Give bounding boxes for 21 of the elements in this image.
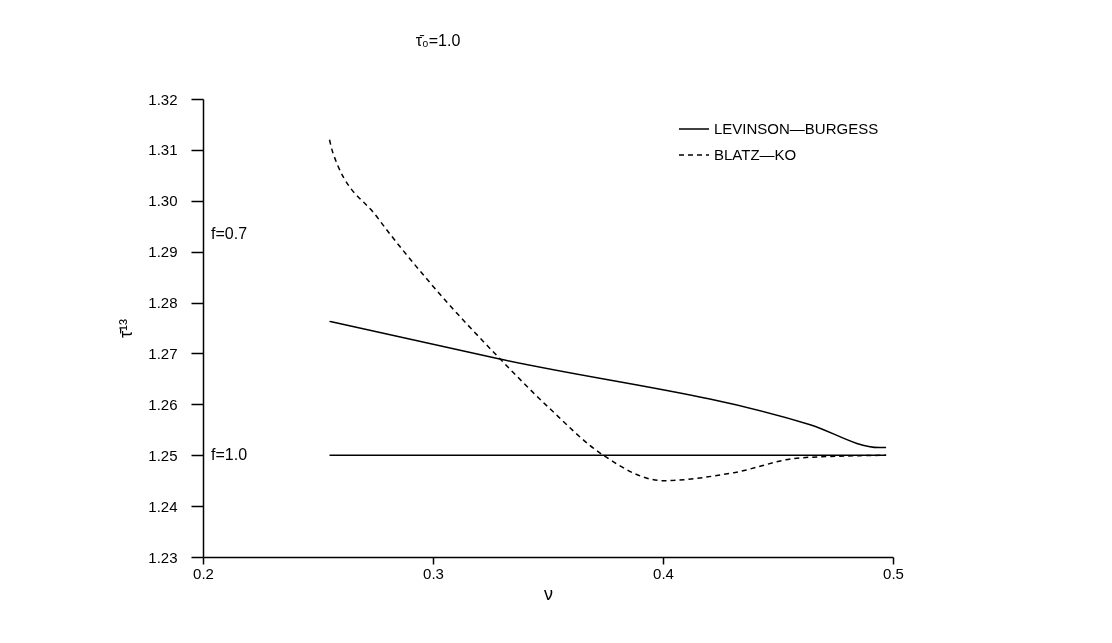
x-tick-label: 0.4 xyxy=(653,564,674,582)
text: τ̄₀=1.0 xyxy=(415,32,461,49)
legend-label: BLATZ—KO xyxy=(714,146,797,163)
y-tick-label: 1.26 xyxy=(148,395,178,413)
legend-label: LEVINSON—BURGESS xyxy=(714,120,879,137)
y-tick-label: 1.27 xyxy=(148,344,178,362)
y-tick-label: 1.24 xyxy=(148,497,178,515)
y-tick-label: 1.28 xyxy=(148,294,178,312)
x-tick-label: 0.3 xyxy=(423,564,444,582)
y-tick-label: 1.31 xyxy=(148,141,178,159)
annotation: f=1.0 xyxy=(211,446,248,463)
y-tick-label: 1.23 xyxy=(148,548,178,566)
y-tick-label: 1.30 xyxy=(148,192,178,210)
x-tick-label: 0.2 xyxy=(193,564,214,582)
y-tick-label: 1.25 xyxy=(148,446,178,464)
x-tick-label: 0.5 xyxy=(883,564,904,582)
y-tick-label: 1.29 xyxy=(148,243,178,261)
annotation: f=0.7 xyxy=(211,225,248,242)
y-axis-title: τ̄¹³ xyxy=(116,318,137,339)
y-tick-label: 1.32 xyxy=(148,90,178,108)
x-axis-title: ν xyxy=(544,583,553,604)
